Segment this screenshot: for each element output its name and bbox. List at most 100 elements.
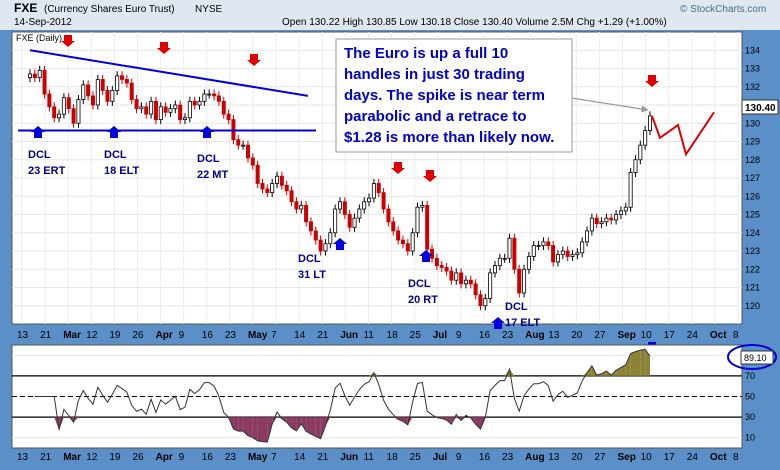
x-tick-label: 10 (641, 330, 653, 341)
candle-body (605, 218, 608, 222)
candle-body (382, 193, 385, 209)
candle-body (203, 94, 206, 101)
candle-body (406, 244, 409, 251)
candle-body (295, 202, 298, 209)
price-tick-label: 128 (745, 155, 760, 165)
price-tick-label: 132 (745, 82, 760, 92)
candle-body (222, 101, 225, 114)
x-tick-label: May (248, 330, 268, 341)
candle-body (493, 266, 496, 273)
candle-body (57, 114, 60, 118)
x-tick-label: 16 (202, 330, 214, 341)
candle-body (343, 202, 346, 215)
candle-body (479, 295, 482, 306)
candle-body (285, 185, 288, 190)
x-tick-label-lower: 8 (733, 452, 739, 463)
x-tick-label-lower: 13 (17, 452, 29, 463)
price-axis: 1201211221231241251261271281291301311321… (745, 45, 760, 311)
price-tick-label: 126 (745, 191, 760, 201)
dcl-label-count: 20 RT (408, 294, 438, 306)
candle-body (595, 218, 598, 223)
candle-body (411, 233, 414, 251)
x-tick-label: 19 (109, 330, 121, 341)
x-tick-label: Jul (433, 330, 448, 341)
rsi-oversold-fill (253, 417, 258, 441)
x-tick-label-lower: Mar (63, 452, 81, 463)
candle-body (329, 233, 332, 244)
candle-body (348, 215, 351, 228)
x-tick-label: 26 (132, 330, 144, 341)
candle-body (43, 70, 46, 94)
candle-body (33, 74, 36, 78)
rsi-oversold-fill (263, 417, 268, 442)
candle-body (38, 70, 41, 77)
candle-body (198, 101, 201, 105)
candle-body (256, 165, 259, 183)
price-tick-label: 129 (745, 137, 760, 147)
candle-body (242, 145, 245, 146)
candle-body (430, 249, 433, 258)
x-tick-label: 23 (225, 330, 237, 341)
candle-body (426, 205, 429, 249)
candle-body (459, 273, 462, 284)
candle-body (634, 160, 637, 173)
candle-body (489, 273, 492, 299)
candle-body (644, 131, 647, 146)
candle-body (217, 96, 220, 101)
candle-body (280, 176, 283, 185)
x-tick-label-lower: Apr (156, 452, 173, 463)
candle-body (561, 251, 564, 255)
x-tick-label-lower: Jul (433, 452, 448, 463)
candle-body (334, 209, 337, 233)
candle-body (508, 238, 511, 258)
candle-body (116, 76, 119, 91)
candle-body (164, 107, 167, 112)
rsi-oversold-fill (238, 417, 243, 431)
x-tick-label: 20 (571, 330, 583, 341)
candle-body (212, 94, 215, 96)
candle-body (208, 94, 211, 95)
candle-body (183, 118, 186, 120)
rsi-oversold-fill (248, 417, 253, 437)
candle-body (96, 79, 99, 105)
candle-body (28, 74, 31, 78)
candle-body (387, 209, 390, 222)
candle-body (290, 191, 293, 202)
x-tick-label: 13 (17, 330, 29, 341)
x-tick-label-lower: 13 (548, 452, 560, 463)
candle-body (120, 76, 123, 80)
candle-body (154, 101, 157, 119)
candle-body (72, 109, 75, 124)
candle-body (392, 222, 395, 231)
x-tick-label-lower: 21 (40, 452, 52, 463)
candle-body (188, 101, 191, 117)
candle-body (159, 107, 162, 120)
candle-body (377, 183, 380, 192)
x-tick-label: 23 (502, 330, 514, 341)
price-tick-label: 123 (745, 246, 760, 256)
annotation-line: $1.28 is more than likely now. (344, 129, 554, 146)
x-tick-label-lower: 16 (202, 452, 214, 463)
candle-body (130, 83, 133, 99)
candle-body (62, 98, 65, 114)
x-tick-label: 12 (86, 330, 98, 341)
price-tick-label: 130 (745, 118, 760, 128)
candle-body (372, 183, 375, 198)
price-tick-label: 127 (745, 173, 760, 183)
candle-body (624, 207, 627, 211)
price-tag-text: 130.40 (745, 103, 776, 114)
candle-body (53, 107, 56, 118)
candle-body (590, 218, 593, 231)
candle-body (353, 218, 356, 227)
candle-body (518, 269, 521, 293)
x-tick-label-lower: 23 (502, 452, 514, 463)
candle-body (304, 205, 307, 221)
price-tick-label: 121 (745, 283, 760, 293)
candle-body (87, 85, 90, 96)
candle-body (522, 269, 525, 293)
rsi-tag-text: 89.10 (744, 353, 767, 363)
candle-body (455, 273, 458, 280)
